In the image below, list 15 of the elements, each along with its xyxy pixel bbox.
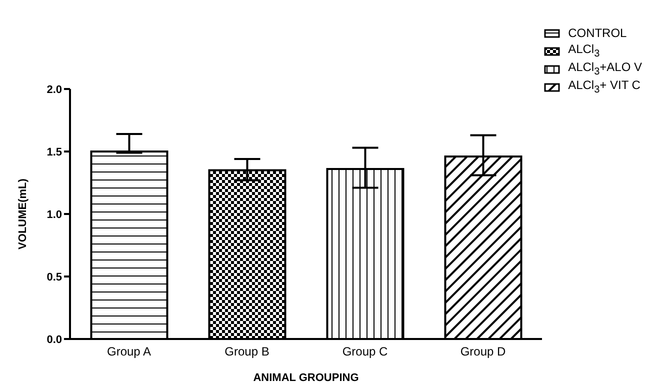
- y-tick-label: 2.0: [46, 84, 62, 96]
- x-tick-label: Group C: [342, 344, 388, 359]
- x-axis-title: ANIMAL GROUPING: [253, 372, 359, 384]
- y-tick-label: 1.5: [46, 146, 62, 158]
- y-tick-label: 1.0: [46, 208, 62, 221]
- x-tick-label: Group D: [460, 344, 506, 359]
- legend-label: CONTROL: [568, 26, 627, 40]
- y-tick-label: 0.5: [46, 271, 62, 284]
- legend-label: ALCl$_{3}$+ALO V: [568, 60, 642, 78]
- y-axis-title: VOLUME(mL): [16, 178, 29, 250]
- legend-label: ALCl$_{3}$+ VIT C: [568, 78, 640, 96]
- x-tick-label: Group A: [106, 344, 152, 359]
- x-tick-label: Group B: [224, 344, 270, 359]
- legend-label: ALCl$_{3}$: [568, 42, 600, 60]
- y-tick-label: 0.0: [46, 334, 62, 346]
